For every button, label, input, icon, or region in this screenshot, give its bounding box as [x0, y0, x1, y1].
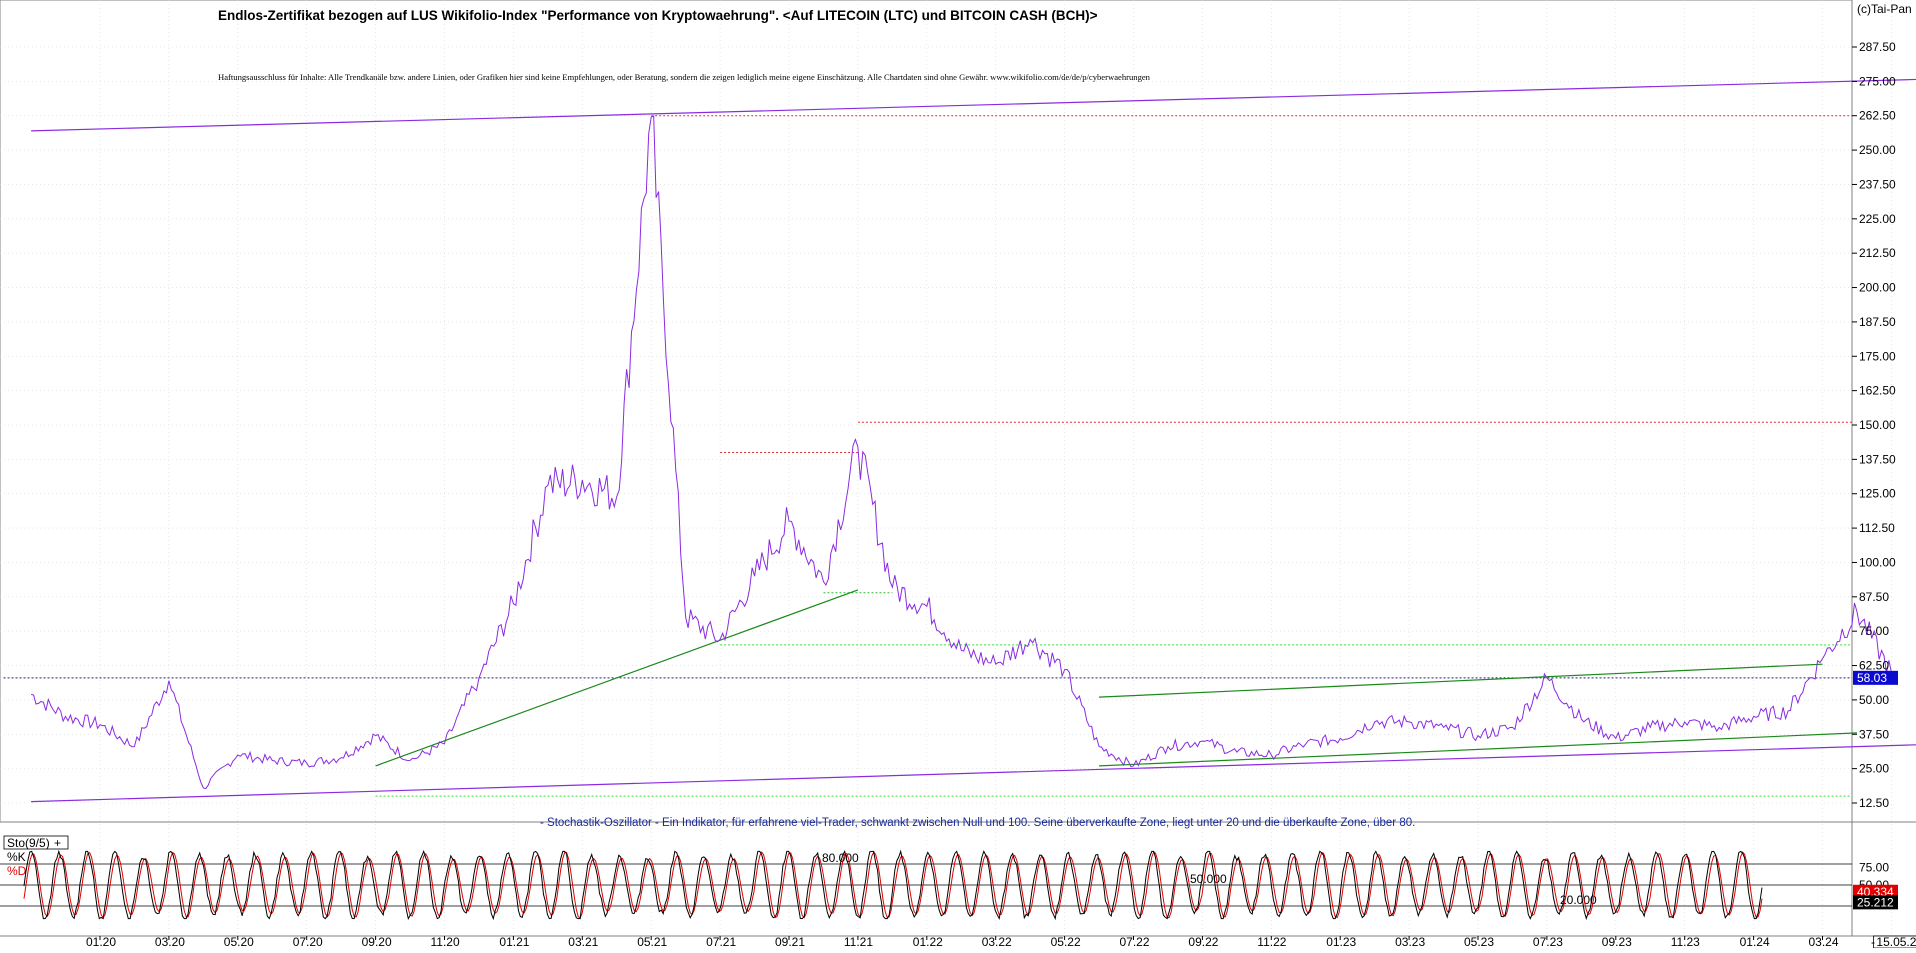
y-tick-label-2: 37.50 — [1859, 727, 1889, 741]
y-tick-label-20: 262.50 — [1859, 109, 1896, 123]
time-axis-ticks: 01.20 03.20 05.20 07.20 09.20 11.20 01.21 03.21… — [86, 935, 1916, 949]
y-tick-label-1: 25.00 — [1859, 762, 1889, 776]
price-line-0 — [30, 115, 1892, 790]
chart-title: Endlos-Zertifikat bezogen auf LUS Wikifo… — [218, 8, 1098, 23]
x-tick-label-20: 05.23 — [1464, 935, 1494, 948]
x-tick-label-24: 01.24 — [1740, 935, 1770, 948]
y-tick-label-7: 100.00 — [1859, 555, 1896, 569]
x-tick-label-17: 11.22 — [1257, 935, 1286, 948]
trend-line-channel-lower — [1099, 732, 1857, 767]
x-tick-label-14: 05.22 — [1051, 935, 1081, 948]
y-tick-label-19: 250.00 — [1859, 143, 1896, 157]
y-tick-label-16: 212.50 — [1859, 246, 1896, 260]
x-tick-label-10: 09.21 — [775, 935, 805, 948]
x-tick-label-25: 03.24 — [1809, 935, 1839, 948]
x-tick-label-6: 01.21 — [499, 935, 529, 948]
y-tick-label-14: 187.50 — [1859, 315, 1896, 329]
x-tick-label-9: 07.21 — [706, 935, 736, 948]
trend-line-resistance — [31, 78, 1916, 132]
oscillator-levels: 80.000 50.000 20.000 — [0, 851, 1852, 907]
price-series — [30, 115, 1892, 790]
osc-level-label-20: 20.000 — [1560, 893, 1597, 907]
x-current-date-label: 15.05.24 — [1876, 935, 1916, 948]
oscillator-name-box[interactable] — [3, 835, 69, 850]
y-tick-label-18: 237.50 — [1859, 177, 1896, 191]
x-tick-label-23: 11.23 — [1671, 935, 1700, 948]
price-axis-ticks: 12.50 25.00 37.50 50.00 62.50 75.00 87.50 100.0… — [1852, 40, 1896, 810]
x-tick-label-11: 11.21 — [844, 935, 873, 948]
x-tick-label-0: 01.20 — [86, 935, 116, 948]
y-tick-label-21: 275.00 — [1859, 74, 1896, 88]
k-label: %K — [7, 850, 26, 864]
oscillator-series — [23, 849, 1763, 921]
x-tick-label-16: 09.22 — [1188, 935, 1218, 948]
y-tick-label-6: 87.50 — [1859, 590, 1889, 604]
oscillator-name: Sto(9/5) — [7, 836, 50, 850]
x-tick-label-7: 03.21 — [568, 935, 598, 948]
x-tick-label-5: 11.20 — [431, 935, 460, 948]
y-tick-label-11: 150.00 — [1859, 418, 1896, 432]
y-tick-label-12: 162.50 — [1859, 384, 1896, 398]
osc-d-value-label: 25.212 — [1857, 895, 1894, 909]
osc-k-value-box — [1853, 884, 1898, 899]
osc-d-line — [23, 851, 1763, 919]
trend-line-uptrend — [375, 589, 859, 767]
osc-k-line — [23, 849, 1763, 921]
x-tick-label-18: 01.23 — [1326, 935, 1356, 948]
last-price-label: 58.03 — [1857, 671, 1887, 685]
x-tick-label-4: 09.20 — [362, 935, 392, 948]
osc-level-label-80: 80.000 — [822, 851, 859, 865]
last-price-box — [1853, 670, 1898, 685]
x-tick-label-12: 01.22 — [913, 935, 943, 948]
copyright-label: (c)Tai-Pan — [1857, 2, 1912, 16]
y-tick-label-0: 12.50 — [1859, 796, 1889, 810]
osc-k-value-label: 40.334 — [1857, 885, 1894, 899]
x-tick-label-3: 07.20 — [293, 935, 323, 948]
x-tick-label-21: 07.23 — [1533, 935, 1563, 948]
trend-line-support — [31, 744, 1916, 803]
y-tick-label-15: 200.00 — [1859, 281, 1896, 295]
trend-line-channel-upper — [1099, 663, 1823, 698]
y-tick-label-9: 125.00 — [1859, 487, 1896, 501]
osc-level-label-50: 50.000 — [1190, 872, 1227, 886]
d-label: %D — [7, 864, 27, 878]
x-tick-label-13: 03.22 — [982, 935, 1012, 948]
x-tick-label-22: 09.23 — [1602, 935, 1632, 948]
y-tick-label-13: 175.00 — [1859, 349, 1896, 363]
trend-lines — [3, 78, 1916, 803]
oscillator-note: - Stochastik-Oszillator - Ein Indikator,… — [540, 817, 1415, 829]
x-tick-label-19: 03.23 — [1395, 935, 1425, 948]
y-tick-label-17: 225.00 — [1859, 212, 1896, 226]
osc-d-value-box — [1853, 895, 1898, 910]
x-tick-label-1: 03.20 — [155, 935, 185, 948]
oscillator-add-icon[interactable]: + — [54, 836, 61, 850]
x-tick-label-15: 07.22 — [1120, 935, 1150, 948]
time-axis-end-marker: - — [1871, 935, 1875, 948]
y-tick-label-5: 75.00 — [1859, 624, 1889, 638]
y-tick-label-8: 112.50 — [1859, 521, 1895, 535]
main-panel-frame — [0, 0, 1853, 823]
price-markers: 58.03 — [1853, 670, 1898, 685]
x-tick-label-2: 05.20 — [224, 935, 254, 948]
disclaimer-text: Haftungsausschluss für Inhalte: Alle Tre… — [218, 72, 1151, 82]
y-tick-label-4: 62.50 — [1859, 659, 1889, 673]
osc-axis-tick-0: 75.00 — [1859, 861, 1889, 875]
y-tick-label-10: 137.50 — [1859, 452, 1896, 466]
x-tick-label-8: 05.21 — [637, 935, 667, 948]
y-tick-label-3: 50.00 — [1859, 693, 1889, 707]
y-tick-label-22: 287.50 — [1859, 40, 1896, 54]
